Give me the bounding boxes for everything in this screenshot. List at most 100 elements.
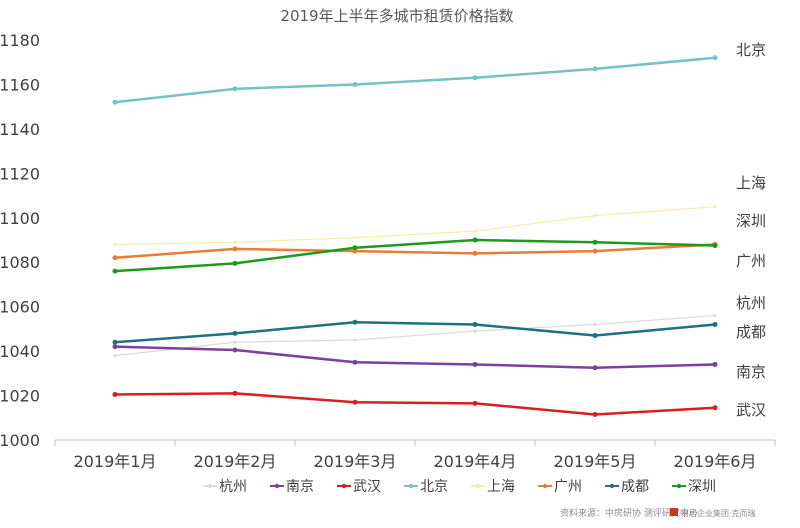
series-end-label: 武汉 bbox=[736, 401, 766, 419]
series-line bbox=[114, 56, 716, 104]
data-point bbox=[233, 240, 237, 244]
data-point bbox=[112, 268, 118, 274]
legend-label: 广州 bbox=[554, 479, 582, 495]
legend-label: 成都 bbox=[621, 479, 649, 495]
x-tick-label: 2019年1月 bbox=[74, 452, 157, 471]
legend-marker bbox=[274, 483, 280, 489]
series-南京 bbox=[112, 344, 718, 371]
x-tick-label: 2019年4月 bbox=[434, 452, 517, 471]
source-note: 资料来源：中房研协 测评研究中心 bbox=[560, 507, 698, 519]
series-上海 bbox=[113, 205, 717, 246]
series-line bbox=[114, 243, 716, 260]
data-point bbox=[232, 330, 238, 336]
data-point bbox=[592, 333, 598, 339]
legend-label: 深圳 bbox=[688, 479, 716, 495]
legend-marker bbox=[542, 483, 548, 489]
data-point bbox=[353, 338, 357, 342]
data-point bbox=[232, 246, 238, 252]
series-group bbox=[112, 55, 718, 417]
publisher-logo: 易居企业集团·克而瑞 bbox=[670, 508, 756, 518]
series-杭州 bbox=[113, 314, 717, 358]
data-point bbox=[592, 365, 598, 371]
data-point bbox=[232, 347, 238, 353]
legend-item: 广州 bbox=[538, 479, 582, 495]
data-point bbox=[353, 236, 357, 240]
legend-item: 深圳 bbox=[672, 479, 716, 495]
series-end-label: 上海 bbox=[736, 174, 766, 192]
data-point bbox=[112, 99, 118, 105]
data-point bbox=[112, 339, 118, 345]
data-point bbox=[113, 242, 117, 246]
series-line bbox=[114, 392, 716, 416]
data-point bbox=[232, 390, 238, 396]
legend-marker bbox=[341, 483, 347, 489]
y-tick-label: 1000 bbox=[0, 431, 40, 450]
series-end-label: 北京 bbox=[736, 41, 766, 59]
legend-marker bbox=[408, 483, 414, 489]
series-武汉 bbox=[112, 390, 718, 417]
data-point bbox=[473, 229, 477, 233]
data-point bbox=[232, 260, 238, 266]
series-line bbox=[114, 314, 716, 357]
data-point bbox=[352, 359, 358, 365]
legend-marker bbox=[475, 483, 481, 489]
x-tick-label: 2019年3月 bbox=[314, 452, 397, 471]
x-tick-label: 2019年2月 bbox=[194, 452, 277, 471]
data-point bbox=[472, 75, 478, 81]
y-tick-label: 1040 bbox=[0, 342, 40, 361]
data-point bbox=[712, 405, 718, 411]
data-point bbox=[712, 55, 718, 61]
legend-item: 成都 bbox=[605, 479, 649, 495]
legend-marker bbox=[207, 483, 213, 489]
x-tick-label: 2019年6月 bbox=[674, 452, 757, 471]
data-point bbox=[112, 391, 118, 397]
y-tick-label: 1120 bbox=[0, 164, 40, 183]
y-tick-label: 1160 bbox=[0, 75, 40, 94]
y-tick-label: 1060 bbox=[0, 298, 40, 317]
data-point bbox=[713, 205, 717, 209]
x-axis: 2019年1月 2019年2月 2019年3月 2019年4月 2019年5月 2019年… bbox=[54, 440, 776, 471]
y-axis: 1000 1020 1040 1060 1080 1100 1120 1140 1160 1180 bbox=[0, 31, 40, 450]
series-end-label: 深圳 bbox=[736, 212, 766, 230]
y-tick-label: 1140 bbox=[0, 120, 40, 139]
data-point bbox=[592, 66, 598, 72]
data-point bbox=[472, 400, 478, 406]
legend-label: 南京 bbox=[286, 479, 314, 495]
legend: 杭州 南京 武汉 北京 上海 广州 成都 深圳 bbox=[203, 479, 716, 495]
data-point bbox=[472, 250, 478, 256]
series-成都 bbox=[112, 319, 718, 345]
legend-marker bbox=[676, 483, 682, 489]
series-line bbox=[114, 345, 716, 370]
data-point bbox=[593, 322, 597, 326]
data-point bbox=[112, 344, 118, 350]
y-tick-label: 1020 bbox=[0, 387, 40, 406]
data-point bbox=[352, 319, 358, 325]
data-point bbox=[473, 329, 477, 333]
data-point bbox=[592, 411, 598, 417]
data-point bbox=[712, 361, 718, 367]
series-line bbox=[114, 320, 716, 344]
legend-label: 杭州 bbox=[219, 479, 247, 495]
y-tick-label: 1180 bbox=[0, 31, 40, 50]
legend-item: 北京 bbox=[404, 479, 448, 495]
data-point bbox=[713, 314, 717, 318]
series-深圳 bbox=[112, 237, 718, 274]
data-point bbox=[472, 237, 478, 243]
legend-label: 武汉 bbox=[353, 479, 381, 495]
logo-text: 易居企业集团·克而瑞 bbox=[681, 508, 756, 518]
chart-title: 2019年上半年多城市租赁价格指数 bbox=[280, 7, 513, 25]
series-end-label: 成都 bbox=[736, 323, 766, 341]
data-point bbox=[352, 245, 358, 251]
data-point bbox=[592, 248, 598, 254]
series-line bbox=[114, 238, 716, 273]
series-end-label: 南京 bbox=[736, 363, 766, 381]
data-point bbox=[352, 81, 358, 87]
series-line bbox=[114, 206, 716, 246]
legend-label: 北京 bbox=[420, 479, 448, 495]
y-tick-label: 1100 bbox=[0, 209, 40, 228]
y-tick-label: 1080 bbox=[0, 253, 40, 272]
series-end-label: 杭州 bbox=[736, 294, 766, 312]
series-北京 bbox=[112, 55, 718, 105]
data-point bbox=[112, 255, 118, 261]
